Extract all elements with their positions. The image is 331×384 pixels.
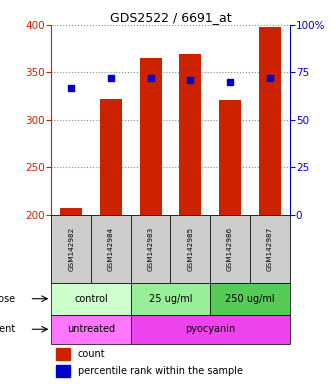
Text: pyocyanin: pyocyanin [185, 324, 235, 334]
Bar [179, 55, 201, 215]
Bar [100, 99, 122, 215]
Bar [259, 27, 281, 215]
Text: GSM142983: GSM142983 [148, 227, 154, 271]
Bar [51, 314, 131, 344]
Text: agent: agent [0, 324, 16, 334]
Point [148, 75, 153, 81]
Text: 25 ug/ml: 25 ug/ml [149, 294, 192, 304]
Text: GSM142984: GSM142984 [108, 227, 114, 271]
Text: GSM142985: GSM142985 [187, 227, 193, 271]
Text: dose: dose [0, 294, 16, 304]
Bar [219, 100, 241, 215]
Bar [56, 348, 71, 360]
Bar [51, 215, 91, 283]
Point [108, 75, 114, 81]
Text: untreated: untreated [67, 324, 115, 334]
Bar [131, 283, 210, 314]
Text: count: count [77, 349, 105, 359]
Bar [51, 283, 131, 314]
Bar [210, 283, 290, 314]
Bar [210, 215, 250, 283]
Text: percentile rank within the sample: percentile rank within the sample [77, 366, 243, 376]
Text: GSM142987: GSM142987 [267, 227, 273, 271]
Text: GSM142982: GSM142982 [68, 227, 74, 271]
Text: control: control [74, 294, 108, 304]
Bar [60, 209, 82, 215]
Point [188, 77, 193, 83]
Bar [56, 364, 71, 377]
Point [227, 79, 233, 85]
Bar [250, 215, 290, 283]
Point [69, 84, 74, 91]
Title: GDS2522 / 6691_at: GDS2522 / 6691_at [110, 11, 231, 24]
Text: GSM142986: GSM142986 [227, 227, 233, 271]
Point [267, 75, 272, 81]
Text: 250 ug/ml: 250 ug/ml [225, 294, 275, 304]
Bar [170, 215, 210, 283]
Bar [140, 58, 162, 215]
Bar [91, 215, 131, 283]
Bar [131, 215, 170, 283]
Bar [131, 314, 290, 344]
